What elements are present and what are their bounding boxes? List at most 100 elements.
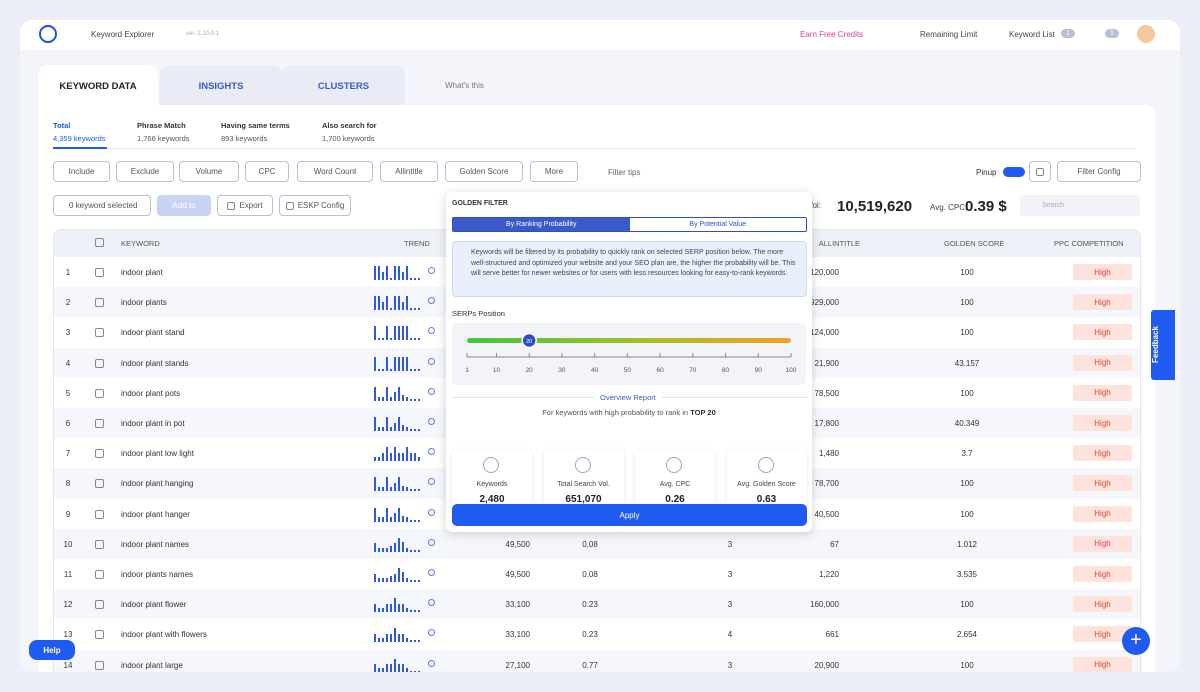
row-checkbox[interactable]: [95, 298, 104, 308]
tab[interactable]: INSIGHTS: [160, 65, 282, 107]
trend-search[interactable]: [428, 418, 435, 425]
filter-button[interactable]: Include: [53, 161, 110, 182]
trend-bar: [394, 573, 396, 582]
ppc-badge: High: [1073, 415, 1132, 431]
summary-label[interactable]: Having same terms: [221, 121, 290, 130]
trend-bar: [378, 638, 380, 643]
trend-bar: [390, 487, 392, 492]
trend-bar: [418, 308, 420, 311]
trend-search[interactable]: [428, 508, 435, 516]
trend-search[interactable]: [428, 327, 435, 335]
summary-label[interactable]: Phrase Match: [137, 121, 186, 130]
row-checkbox[interactable]: [95, 419, 104, 428]
row-checkbox[interactable]: [95, 570, 104, 579]
eskp-button[interactable]: ESKP Config: [279, 195, 351, 216]
row-checkbox[interactable]: [95, 449, 104, 459]
trend-bar: [402, 271, 404, 280]
trend-bar: [394, 628, 396, 643]
summary-label[interactable]: Also search for: [322, 121, 377, 130]
trend-bar: [382, 452, 384, 462]
row-checkbox[interactable]: [95, 479, 104, 489]
trend-search[interactable]: [428, 387, 435, 395]
trend-search[interactable]: [428, 297, 435, 305]
remaining-limit[interactable]: Remaining Limit: [920, 30, 978, 39]
mode-option[interactable]: By Potential Value: [689, 221, 747, 228]
serps-label: SERPs Position: [452, 309, 505, 318]
row-checkbox[interactable]: [95, 358, 104, 368]
filter-button[interactable]: More: [530, 161, 578, 182]
row-checkbox[interactable]: [95, 600, 104, 610]
notification-count[interactable]: 1: [1105, 29, 1119, 38]
earn-credits[interactable]: Earn Free Credits: [800, 30, 864, 39]
filter-button[interactable]: Golden Score: [445, 161, 523, 182]
add-to-button[interactable]: Add to: [157, 195, 211, 216]
help-button[interactable]: Help: [29, 640, 75, 660]
filter-button[interactable]: Allintitle: [380, 161, 438, 182]
tab[interactable]: KEYWORD DATA: [38, 65, 158, 107]
golden-score: 100: [960, 388, 974, 398]
row-number: 2: [65, 298, 71, 308]
overview-title: Overview Report: [594, 393, 662, 402]
trend-bar: [418, 549, 420, 552]
filter-button[interactable]: Exclude: [116, 161, 174, 182]
row-checkbox[interactable]: [95, 509, 104, 519]
ppc-label: High: [1094, 569, 1111, 579]
keyword: indoor plant with flowers: [121, 630, 207, 640]
word-count: 3: [727, 570, 733, 579]
filter-label: Volume: [195, 167, 223, 176]
search-volume: 33,100: [505, 630, 530, 640]
filter-button[interactable]: CPC: [245, 161, 289, 182]
layout-button[interactable]: [1029, 161, 1051, 182]
search-box[interactable]: Search: [1020, 195, 1140, 216]
row-checkbox[interactable]: [95, 539, 104, 549]
trend-bar: [374, 573, 376, 582]
logo[interactable]: [39, 25, 57, 43]
column-header: KEYWORD: [121, 239, 160, 248]
trend-search[interactable]: [428, 599, 435, 607]
trend-bar: [410, 489, 412, 492]
allintitle: 78,500: [814, 388, 839, 398]
search-vol: 10,519,620: [837, 198, 913, 215]
app-name[interactable]: Keyword Explorer: [91, 30, 155, 39]
word-count: 3: [727, 600, 733, 610]
summary-label[interactable]: Total: [53, 121, 71, 130]
keyword-list[interactable]: Keyword List: [1009, 30, 1055, 39]
trend-search[interactable]: [428, 357, 435, 365]
trend-search[interactable]: [428, 659, 435, 667]
filter-config-button[interactable]: Filter Config: [1057, 161, 1141, 182]
row-checkbox[interactable]: [95, 388, 104, 398]
trend-search[interactable]: [428, 478, 435, 486]
help-label: Help: [43, 645, 61, 655]
filter-button[interactable]: Word Count: [297, 161, 373, 182]
trend-bar: [378, 368, 380, 371]
filter-button[interactable]: Volume: [179, 161, 239, 182]
filter-tips[interactable]: Filter tips: [608, 168, 641, 177]
trend-bar: [386, 507, 388, 522]
feedback-tab[interactable]: Feedback: [1151, 310, 1175, 380]
trend-search[interactable]: [428, 448, 435, 456]
row-checkbox[interactable]: [95, 630, 104, 640]
slider-handle[interactable]: [521, 332, 537, 349]
row-number: 7: [65, 449, 71, 459]
trend-search[interactable]: [428, 538, 435, 546]
trend-search[interactable]: [428, 267, 435, 274]
add-fab[interactable]: +: [1122, 627, 1150, 655]
export-button[interactable]: Export: [217, 195, 273, 216]
trend-bar: [374, 266, 376, 280]
trend-search[interactable]: [428, 629, 435, 637]
tab[interactable]: CLUSTERS: [282, 65, 405, 107]
trend-bar: [402, 425, 404, 431]
trend-bar: [394, 598, 396, 613]
row-checkbox[interactable]: [95, 268, 104, 277]
avatar[interactable]: [1137, 25, 1155, 43]
row-checkbox[interactable]: [95, 660, 104, 670]
trend-search[interactable]: [428, 569, 435, 576]
row-checkbox[interactable]: [95, 328, 104, 338]
whats-this[interactable]: What's this: [445, 81, 484, 90]
apply-button[interactable]: Apply: [452, 504, 807, 526]
pinup-toggle[interactable]: [1003, 167, 1025, 177]
trend-bar: [398, 568, 400, 582]
slider-tick-label: 70: [689, 367, 697, 374]
mode-option[interactable]: By Ranking Probability: [453, 218, 630, 231]
